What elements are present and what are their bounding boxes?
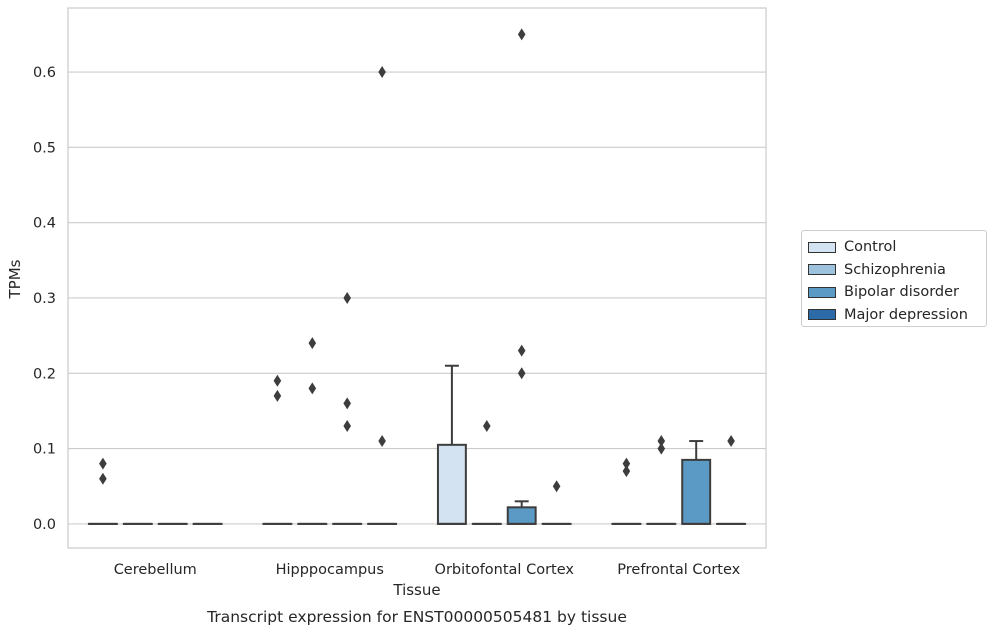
outlier-point	[727, 435, 735, 448]
legend-item: Major depression	[808, 304, 986, 327]
box-bipolar-disorder	[681, 440, 712, 525]
x-axis-ticks: Cerebellum Hipppocampus Orbitofontal Corte…	[114, 562, 741, 578]
grid	[68, 71, 766, 525]
legend-swatch	[808, 286, 836, 298]
x-tick-label: Orbitofontal Cortex	[435, 562, 575, 578]
box	[436, 443, 467, 525]
outlier-point	[273, 374, 282, 387]
outlier-point	[517, 28, 526, 41]
y-tick-label: 0.1	[33, 442, 56, 458]
x-tick-label: Cerebellum	[114, 562, 197, 578]
legend-swatch	[808, 264, 836, 276]
box-major-depression	[541, 480, 572, 525]
y-tick-label: 0.5	[33, 140, 56, 156]
legend-item: Bipolar disorder	[808, 281, 986, 304]
y-tick-label: 0.3	[33, 291, 56, 307]
outlier-point	[378, 435, 386, 448]
outlier-point	[343, 397, 351, 410]
outlier-point	[552, 480, 561, 493]
y-tick-label: 0.4	[33, 216, 56, 232]
legend-label: Control	[844, 239, 897, 256]
outlier-point	[273, 389, 282, 402]
outlier-point	[622, 465, 631, 478]
legend: Control Schizophrenia Bipolar disorder Majo…	[801, 230, 987, 327]
outlier-point	[99, 472, 107, 485]
chart-title: Transcript expression for ENST0000050548…	[206, 608, 627, 626]
box-major-depression	[367, 66, 398, 525]
x-axis-label: Tissue	[392, 581, 440, 599]
legend-swatch	[808, 309, 836, 321]
box-control	[436, 364, 467, 525]
legend-swatch	[808, 241, 836, 253]
legend-item: Control	[808, 236, 986, 259]
legend-label: Bipolar disorder	[844, 284, 959, 301]
outlier-point	[483, 419, 491, 432]
outlier-point	[657, 442, 666, 455]
plot-frame	[67, 7, 767, 549]
box-schizophrenia	[471, 419, 502, 525]
box-schizophrenia	[646, 435, 677, 525]
boxes	[87, 28, 747, 525]
outlier-point	[343, 291, 351, 304]
outlier-point	[517, 344, 526, 357]
outlier-point	[308, 337, 317, 350]
box	[506, 506, 537, 525]
legend-label: Major depression	[844, 306, 968, 323]
legend-item: Schizophrenia	[808, 259, 986, 282]
box-major-depression	[716, 435, 747, 525]
x-tick-label: Prefrontal Cortex	[617, 562, 740, 578]
x-tick-label: Hipppocampus	[276, 562, 384, 578]
y-tick-label: 0.6	[33, 65, 56, 81]
outlier-point	[99, 457, 107, 470]
box-control	[611, 457, 642, 525]
outlier-point	[343, 419, 351, 432]
box	[681, 458, 712, 525]
outlier-point	[657, 435, 666, 448]
y-axis-label: TPMs	[6, 259, 24, 299]
box-control	[262, 374, 293, 525]
box-bipolar-disorder	[506, 28, 537, 525]
y-tick-label: 0.2	[33, 366, 56, 382]
box-bipolar-disorder	[332, 291, 363, 525]
box-control	[87, 457, 118, 525]
outlier-point	[308, 382, 317, 395]
y-tick-label: 0.0	[33, 517, 56, 533]
y-axis-ticks: 0.0 0.1 0.2 0.3 0.4 0.5 0.6	[33, 65, 56, 533]
outlier-point	[622, 457, 631, 470]
box-schizophrenia	[297, 337, 328, 525]
legend-label: Schizophrenia	[844, 261, 946, 278]
outlier-point	[378, 66, 386, 79]
outlier-point	[517, 367, 526, 380]
